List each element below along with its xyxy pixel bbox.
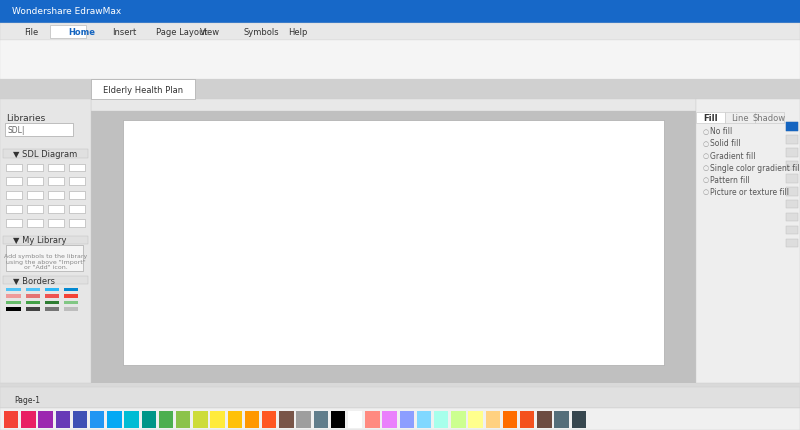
- Polygon shape: [364, 285, 423, 307]
- Polygon shape: [364, 252, 423, 274]
- Text: Add symbols to the library: Add symbols to the library: [4, 254, 87, 259]
- Text: NO: NO: [366, 310, 378, 316]
- Text: Solid fill: Solid fill: [710, 139, 741, 148]
- Text: Risk of
complication
s: Risk of complication s: [369, 280, 418, 311]
- Bar: [456, 286, 505, 306]
- Text: Page-1: Page-1: [14, 395, 40, 404]
- Text: ○: ○: [702, 189, 709, 195]
- Text: Picture or texture fill: Picture or texture fill: [710, 187, 790, 196]
- Text: Wondershare EdrawMax: Wondershare EdrawMax: [12, 7, 122, 16]
- Text: YES: YES: [430, 256, 443, 262]
- Text: using the above "Import": using the above "Import": [6, 259, 86, 264]
- Text: No fill: No fill: [710, 127, 733, 136]
- Bar: [264, 319, 313, 341]
- Text: Age above
60 years old: Age above 60 years old: [370, 181, 418, 200]
- Bar: [370, 215, 418, 239]
- Text: Page Layout: Page Layout: [156, 28, 208, 37]
- Text: Help: Help: [288, 28, 307, 37]
- Text: YES: YES: [430, 289, 443, 295]
- Text: Single color gradient fill: Single color gradient fill: [710, 163, 800, 172]
- Text: Insert: Insert: [112, 28, 136, 37]
- Text: ▼ Borders: ▼ Borders: [13, 276, 54, 285]
- Text: Pattern fill: Pattern fill: [710, 175, 750, 184]
- FancyBboxPatch shape: [362, 142, 425, 163]
- Text: ○: ○: [702, 177, 709, 183]
- Text: Remaining: Remaining: [373, 352, 414, 361]
- Text: SDL|: SDL|: [8, 126, 26, 135]
- Bar: [370, 318, 418, 342]
- Text: Home: Home: [68, 28, 95, 37]
- Text: or "Add" icon.: or "Add" icon.: [24, 264, 67, 270]
- Text: NO: NO: [366, 276, 378, 282]
- Bar: [456, 319, 505, 341]
- Text: Elderly Health Plan: Elderly Health Plan: [103, 86, 183, 94]
- Text: Symbols: Symbols: [244, 28, 280, 37]
- Text: ▼ SDL Diagram: ▼ SDL Diagram: [13, 150, 77, 158]
- Polygon shape: [370, 350, 417, 363]
- Text: Shadow: Shadow: [753, 114, 786, 123]
- Text: Line: Line: [731, 114, 749, 123]
- Text: Clinical
Assessmen
t: Clinical Assessmen t: [458, 280, 502, 311]
- Text: Start: Start: [384, 148, 403, 157]
- Text: Fill: Fill: [703, 114, 718, 123]
- Text: ○: ○: [702, 153, 709, 159]
- Text: File: File: [24, 28, 38, 37]
- Text: ▼ My Library: ▼ My Library: [13, 236, 66, 245]
- Text: Osteoporosi
s risk: Osteoporosi s risk: [370, 253, 417, 273]
- Text: YES: YES: [364, 206, 378, 212]
- Text: Libraries: Libraries: [6, 114, 46, 123]
- Text: ○: ○: [702, 141, 709, 147]
- Text: View: View: [200, 28, 220, 37]
- Text: NO: NO: [348, 184, 358, 190]
- Polygon shape: [364, 180, 423, 202]
- Text: Risk
Assessmen
t health
check: Risk Assessmen t health check: [372, 206, 415, 249]
- Text: Risk
Manageme
nt: Risk Manageme nt: [459, 314, 502, 346]
- Text: Not
included in
program: Not included in program: [267, 314, 310, 346]
- Text: ○: ○: [702, 165, 709, 171]
- Text: ○: ○: [702, 129, 709, 135]
- Text: YES: YES: [432, 350, 445, 356]
- Text: Gradient fill: Gradient fill: [710, 151, 756, 160]
- Text: Lifestyle
Risk
Manageme
nt: Lifestyle Risk Manageme nt: [372, 309, 415, 351]
